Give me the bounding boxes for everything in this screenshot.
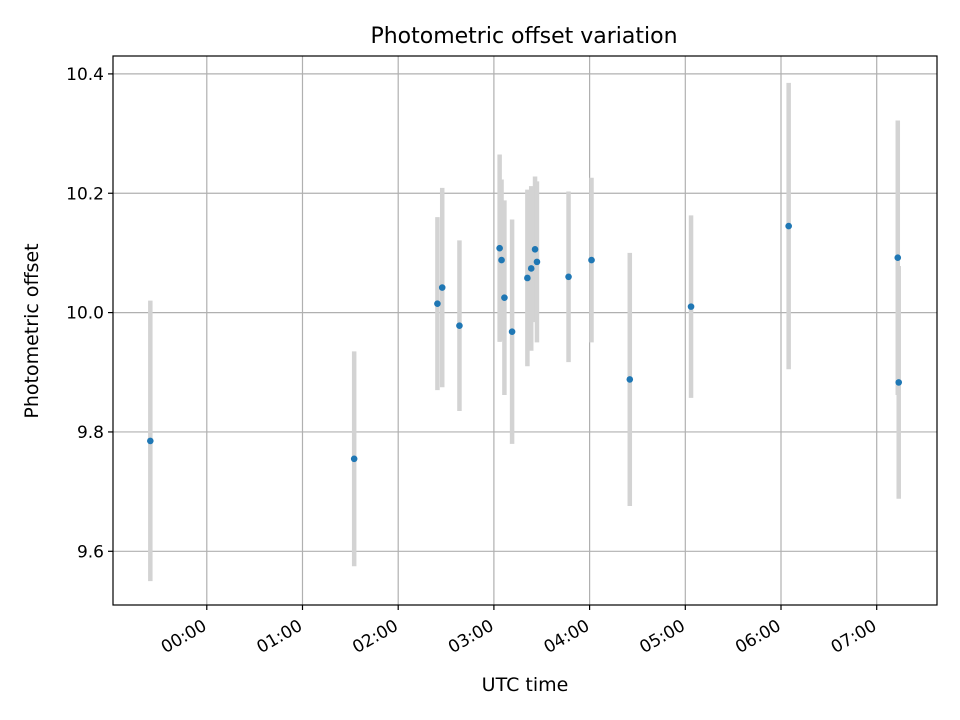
y-tick-label: 10.4 [66, 65, 104, 85]
data-point [894, 254, 902, 261]
data-point [785, 222, 792, 230]
y-axis-label: Photometric offset [21, 243, 43, 418]
data-point [498, 256, 505, 264]
data-point [565, 273, 572, 281]
data-point [524, 274, 531, 282]
data-point [350, 455, 358, 463]
data-point [895, 379, 903, 386]
x-axis-label: UTC time [482, 674, 569, 696]
data-point [438, 284, 446, 291]
y-tick-label: 10.0 [66, 304, 104, 324]
data-point [434, 300, 441, 307]
data-point [533, 258, 541, 266]
data-point [626, 376, 634, 383]
data-point [527, 265, 535, 272]
data-point [501, 294, 508, 301]
y-tick-label: 9.8 [77, 423, 104, 443]
data-point [687, 303, 695, 310]
y-axis-ticks: 9.6 9.8 10.0 10.2 10.4 [66, 65, 113, 562]
data-point [531, 246, 539, 253]
data-point [508, 328, 516, 335]
data-point [496, 244, 503, 252]
data-points [147, 222, 903, 463]
data-point [147, 437, 154, 445]
chart-title: Photometric offset variation [370, 24, 677, 49]
data-point [456, 322, 463, 330]
y-tick-label: 9.6 [77, 542, 104, 562]
data-point [588, 256, 595, 264]
y-tick-label: 10.2 [66, 184, 104, 204]
plot-frame [112, 55, 938, 606]
